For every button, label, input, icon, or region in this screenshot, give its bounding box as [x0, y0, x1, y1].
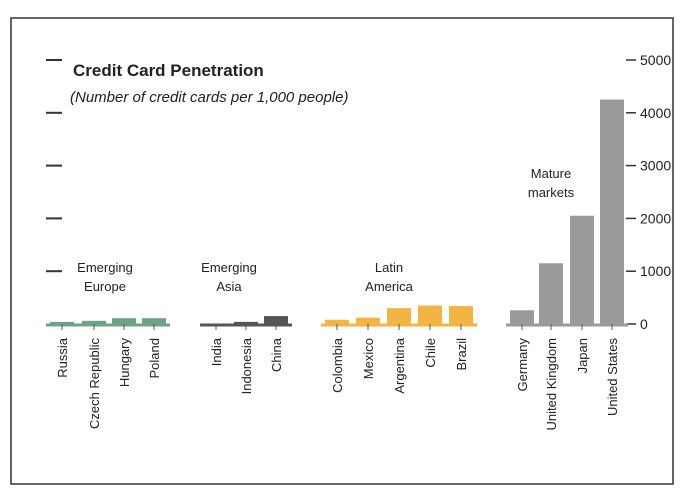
category-labels: Russia Czech Republic Hungary Poland India In…	[55, 337, 620, 430]
category-label: Hungary	[117, 338, 132, 388]
category-label: Germany	[515, 338, 530, 392]
y-tick-label: 1000	[640, 263, 671, 279]
bar-poland	[142, 318, 166, 324]
y-tick-label: 0	[640, 316, 648, 332]
category-label: Czech Republic	[87, 338, 102, 430]
category-label: Indonesia	[239, 337, 254, 394]
category-label: Japan	[575, 338, 590, 373]
y-axis: 0 1000 2000 3000 4000 5000	[626, 52, 671, 332]
y-tick-label: 2000	[640, 210, 671, 226]
bar-china	[264, 316, 288, 324]
group-label: Emerging	[77, 260, 133, 275]
bar-czech-republic	[82, 320, 106, 324]
group-label: Latin	[375, 260, 403, 275]
group-label: Europe	[84, 279, 126, 294]
category-label: India	[209, 337, 224, 366]
category-label: United States	[605, 338, 620, 417]
bar-hungary	[112, 318, 136, 324]
category-label: United Kingdom	[544, 338, 559, 431]
category-label: Mexico	[361, 338, 376, 379]
bars	[50, 99, 624, 324]
bar-argentina	[387, 308, 411, 324]
category-label: Argentina	[392, 337, 407, 393]
gridlines	[46, 59, 62, 273]
y-tick-label: 4000	[640, 105, 671, 121]
bar-russia	[50, 321, 74, 324]
bar-united-states	[600, 99, 624, 324]
bar-indonesia	[234, 321, 258, 324]
chart-title: Credit Card Penetration	[73, 61, 264, 80]
bar-brazil	[449, 306, 473, 324]
bar-japan	[570, 215, 594, 324]
bar-germany	[510, 310, 534, 324]
category-label: Russia	[55, 337, 70, 378]
category-label: Chile	[423, 338, 438, 368]
category-label: China	[269, 337, 284, 372]
group-labels: Emerging Europe Emerging Asia Latin America Ma…	[77, 166, 574, 294]
category-label: Colombia	[330, 337, 345, 393]
bar-chile	[418, 305, 442, 324]
bar-colombia	[325, 319, 349, 324]
bar-united-kingdom	[539, 263, 563, 324]
y-tick-label: 3000	[640, 158, 671, 174]
y-tick-label: 5000	[640, 52, 671, 68]
group-label: Asia	[216, 279, 242, 294]
group-label: America	[365, 279, 413, 294]
group-label: Emerging	[201, 260, 257, 275]
category-label: Brazil	[454, 338, 469, 371]
chart-subtitle: (Number of credit cards per 1,000 people…	[70, 89, 348, 106]
category-label: Poland	[147, 338, 162, 378]
chart-border	[10, 17, 674, 485]
group-label: Mature	[531, 166, 571, 181]
baseline	[46, 323, 628, 330]
group-label: markets	[528, 185, 575, 200]
bar-mexico	[356, 317, 380, 324]
